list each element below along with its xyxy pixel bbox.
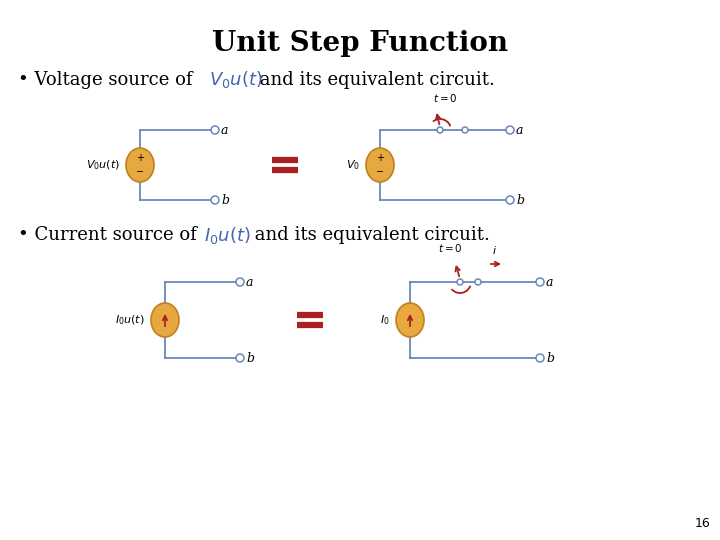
Circle shape — [462, 127, 468, 133]
Ellipse shape — [151, 303, 179, 337]
Text: $V_0$: $V_0$ — [346, 158, 360, 172]
Text: $I_0$: $I_0$ — [380, 313, 390, 327]
Text: $I_0u(t)$: $I_0u(t)$ — [204, 225, 251, 246]
Ellipse shape — [366, 148, 394, 182]
Text: 16: 16 — [694, 517, 710, 530]
Circle shape — [506, 196, 514, 204]
Text: • Current source of: • Current source of — [18, 226, 202, 244]
Text: a: a — [246, 275, 253, 288]
Text: a: a — [221, 124, 228, 137]
Text: and its equivalent circuit.: and its equivalent circuit. — [254, 71, 495, 89]
Circle shape — [536, 278, 544, 286]
Text: −: − — [136, 167, 144, 177]
Ellipse shape — [126, 148, 154, 182]
Text: • Voltage source of: • Voltage source of — [18, 71, 198, 89]
Circle shape — [536, 354, 544, 362]
Text: b: b — [546, 352, 554, 365]
Text: b: b — [221, 193, 229, 206]
Circle shape — [236, 278, 244, 286]
Circle shape — [437, 127, 443, 133]
Text: b: b — [516, 193, 524, 206]
Text: −: − — [376, 167, 384, 177]
Circle shape — [457, 279, 463, 285]
Text: a: a — [516, 124, 523, 137]
Text: $V_0u(t)$: $V_0u(t)$ — [209, 70, 263, 91]
Ellipse shape — [396, 303, 424, 337]
Text: b: b — [246, 352, 254, 365]
Circle shape — [506, 126, 514, 134]
Text: $t=0$: $t=0$ — [438, 242, 462, 254]
Text: $i$: $i$ — [492, 244, 498, 256]
Circle shape — [236, 354, 244, 362]
Circle shape — [475, 279, 481, 285]
Text: Unit Step Function: Unit Step Function — [212, 30, 508, 57]
Text: +: + — [136, 153, 144, 163]
Text: $t=0$: $t=0$ — [433, 92, 457, 104]
Circle shape — [211, 196, 219, 204]
Text: $V_0u(t)$: $V_0u(t)$ — [86, 158, 120, 172]
Circle shape — [211, 126, 219, 134]
Text: a: a — [546, 275, 554, 288]
Text: and its equivalent circuit.: and its equivalent circuit. — [249, 226, 490, 244]
Text: +: + — [376, 153, 384, 163]
Text: $I_0u(t)$: $I_0u(t)$ — [115, 313, 145, 327]
